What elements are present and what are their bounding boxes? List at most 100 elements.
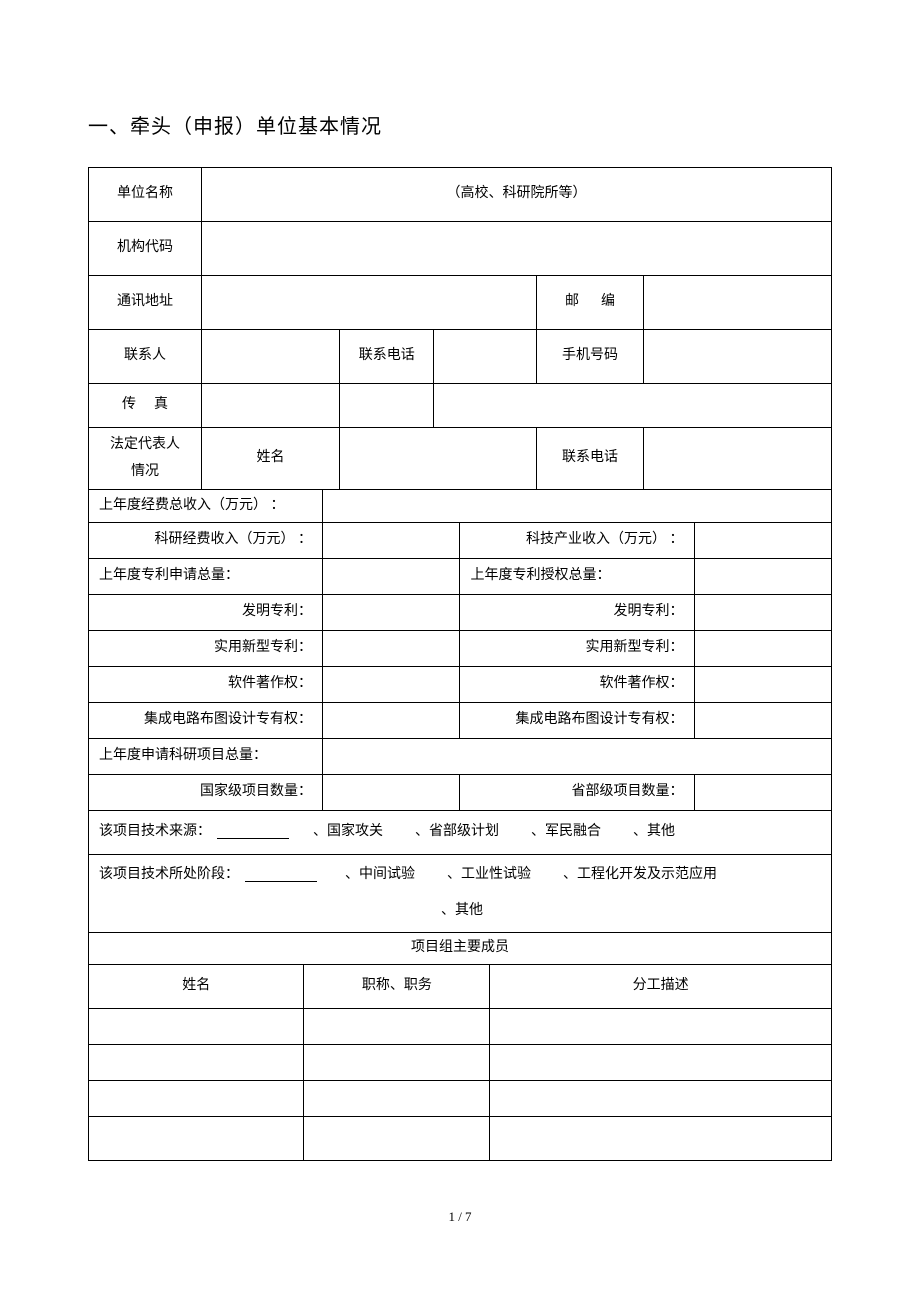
value-tech-industry-income[interactable]	[695, 526, 831, 554]
value-software-b[interactable]	[695, 670, 831, 698]
team-table: 姓名 职称、职务 分工描述	[88, 965, 832, 1162]
label-prev-projects: 上年度申请科研项目总量：	[89, 741, 322, 771]
label-invention-a: 发明专利：	[89, 597, 322, 627]
value-fax-3[interactable]	[434, 392, 831, 420]
team-row	[89, 1117, 832, 1161]
row-software: 软件著作权： 软件著作权：	[89, 666, 832, 702]
label-provincial-proj: 省部级项目数量：	[460, 777, 693, 807]
member-duty[interactable]	[490, 1049, 831, 1077]
member-title[interactable]	[304, 1049, 489, 1077]
label-team-members: 项目组主要成员	[89, 933, 831, 963]
value-patent-grant[interactable]	[695, 562, 831, 590]
member-duty[interactable]	[490, 1125, 831, 1153]
col-member-title: 职称、职务	[304, 971, 489, 1001]
label-utility-a: 实用新型专利：	[89, 633, 322, 663]
member-title[interactable]	[304, 1125, 489, 1153]
tech-stage-line[interactable]: 该项目技术所处阶段： 、中间试验 、工业性试验 、工程化开发及示范应用 、其他	[89, 858, 831, 929]
team-row	[89, 1045, 832, 1081]
value-unit-name[interactable]: （高校、科研院所等）	[202, 179, 831, 209]
row-contact: 联系人 联系电话 手机号码	[89, 330, 832, 384]
member-name[interactable]	[89, 1125, 303, 1153]
member-name[interactable]	[89, 1049, 303, 1077]
row-fax: 传真	[89, 384, 832, 428]
label-ic-a: 集成电路布图设计专有权：	[89, 705, 322, 735]
label-prev-income: 上年度经费总收入（万元） ：	[89, 491, 322, 521]
label-org-code: 机构代码	[89, 233, 201, 263]
label-address: 通讯地址	[89, 287, 201, 317]
label-legal-phone: 联系电话	[537, 443, 643, 473]
member-title[interactable]	[304, 1013, 489, 1041]
label-fax: 传真	[89, 390, 201, 420]
value-software-a[interactable]	[323, 670, 459, 698]
col-member-name: 姓名	[89, 971, 303, 1001]
value-legal-name[interactable]	[340, 445, 536, 473]
row-income-split: 科研经费收入（万元） ： 科技产业收入（万元） ：	[89, 522, 832, 558]
value-invention-b[interactable]	[695, 598, 831, 626]
value-ic-b[interactable]	[695, 706, 831, 734]
value-research-income[interactable]	[323, 526, 459, 554]
label-legal-name: 姓名	[202, 443, 339, 473]
member-name[interactable]	[89, 1085, 303, 1113]
row-tech-stage: 该项目技术所处阶段： 、中间试验 、工业性试验 、工程化开发及示范应用 、其他	[89, 854, 832, 932]
section-title: 一、牵头（申报）单位基本情况	[88, 110, 832, 139]
value-prev-projects[interactable]	[323, 742, 831, 770]
row-org-code: 机构代码	[89, 222, 832, 276]
row-project-levels: 国家级项目数量： 省部级项目数量：	[89, 774, 832, 810]
row-address: 通讯地址 邮编	[89, 276, 832, 330]
row-tech-source: 该项目技术来源： 、国家攻关 、省部级计划 、军民融合 、其他	[89, 810, 832, 854]
member-name[interactable]	[89, 1013, 303, 1041]
value-prev-income[interactable]	[323, 492, 831, 520]
label-software-a: 软件著作权：	[89, 669, 322, 699]
team-row	[89, 1009, 832, 1045]
label-national-proj: 国家级项目数量：	[89, 777, 322, 807]
value-ic-a[interactable]	[323, 706, 459, 734]
value-fax[interactable]	[202, 392, 339, 420]
row-prev-income: 上年度经费总收入（万元） ：	[89, 490, 832, 522]
value-mobile[interactable]	[644, 343, 831, 371]
label-unit-name: 单位名称	[89, 179, 201, 209]
value-postcode[interactable]	[644, 289, 831, 317]
member-title[interactable]	[304, 1085, 489, 1113]
value-address[interactable]	[202, 289, 536, 317]
label-research-income: 科研经费收入（万元） ：	[89, 525, 322, 555]
member-duty[interactable]	[490, 1013, 831, 1041]
value-contact-phone[interactable]	[434, 343, 536, 371]
value-fax-2[interactable]	[340, 392, 433, 420]
value-contact-person[interactable]	[202, 343, 339, 371]
label-patent-apply: 上年度专利申请总量：	[89, 561, 322, 591]
value-org-code[interactable]	[202, 235, 831, 263]
row-research-projects: 上年度申请科研项目总量：	[89, 738, 832, 774]
member-duty[interactable]	[490, 1085, 831, 1113]
value-patent-apply[interactable]	[323, 562, 459, 590]
label-tech-industry-income: 科技产业收入（万元） ：	[460, 525, 693, 555]
value-utility-b[interactable]	[695, 634, 831, 662]
label-software-b: 软件著作权：	[460, 669, 693, 699]
row-patent-totals: 上年度专利申请总量： 上年度专利授权总量：	[89, 558, 832, 594]
row-team-header: 项目组主要成员	[89, 932, 832, 964]
label-contact-phone: 联系电话	[340, 341, 433, 371]
value-invention-a[interactable]	[323, 598, 459, 626]
col-member-duty: 分工描述	[490, 971, 831, 1001]
form-table: 单位名称 （高校、科研院所等） 机构代码 通讯地址 邮编 联系人 联系电话 手机…	[88, 167, 832, 490]
label-contact-person: 联系人	[89, 341, 201, 371]
label-utility-b: 实用新型专利：	[460, 633, 693, 663]
row-ic-layout: 集成电路布图设计专有权： 集成电路布图设计专有权：	[89, 702, 832, 738]
tech-source-line[interactable]: 该项目技术来源： 、国家攻关 、省部级计划 、军民融合 、其他	[89, 817, 831, 847]
value-legal-phone[interactable]	[644, 445, 831, 473]
form-table-2: 上年度经费总收入（万元） ： 科研经费收入（万元） ： 科技产业收入（万元） ：…	[88, 490, 832, 965]
value-provincial-proj[interactable]	[695, 778, 831, 806]
page-number: 1 / 7	[88, 1209, 832, 1225]
row-legal-rep: 法定代表人情况 姓名 联系电话	[89, 428, 832, 490]
row-unit-name: 单位名称 （高校、科研院所等）	[89, 168, 832, 222]
team-header-row: 姓名 职称、职务 分工描述	[89, 965, 832, 1009]
row-invention: 发明专利： 发明专利：	[89, 594, 832, 630]
label-ic-b: 集成电路布图设计专有权：	[460, 705, 693, 735]
label-patent-grant: 上年度专利授权总量：	[460, 561, 693, 591]
value-national-proj[interactable]	[323, 778, 459, 806]
label-postcode: 邮编	[537, 287, 643, 317]
label-mobile: 手机号码	[537, 341, 643, 371]
value-utility-a[interactable]	[323, 634, 459, 662]
row-utility: 实用新型专利： 实用新型专利：	[89, 630, 832, 666]
team-row	[89, 1081, 832, 1117]
label-invention-b: 发明专利：	[460, 597, 693, 627]
